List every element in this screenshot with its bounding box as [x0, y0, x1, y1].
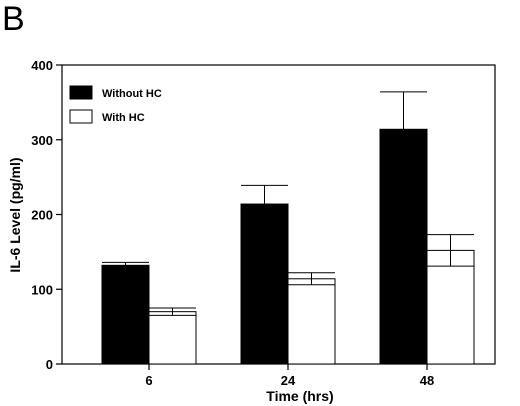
legend-swatch [69, 85, 93, 100]
bar-without-hc [379, 128, 428, 365]
legend: Without HC With HC [69, 85, 162, 124]
y-axis-title: IL-6 Level (pg/ml) [7, 157, 23, 272]
x-tick-label: 48 [420, 373, 434, 388]
legend-label: With HC [102, 112, 145, 124]
y-tick-label: 300 [31, 133, 53, 148]
bar-with-hc [426, 249, 475, 365]
legend-swatch [69, 109, 93, 124]
bars [101, 91, 475, 365]
y-tick-label: 400 [31, 58, 53, 73]
bar-with-hc [287, 278, 336, 365]
y-axis: 0 100 200 300 400 [31, 58, 62, 372]
bar-with-hc [148, 311, 197, 365]
x-axis: 6 24 48 [145, 364, 434, 388]
y-tick-label: 100 [31, 282, 53, 297]
x-axis-title: Time (hrs) [266, 388, 333, 404]
y-tick-label: 0 [46, 357, 53, 372]
bar-without-hc [240, 203, 289, 365]
bar-without-hc [101, 264, 150, 365]
legend-label: Without HC [102, 88, 162, 100]
y-tick-label: 200 [31, 208, 53, 223]
x-tick-label: 24 [281, 373, 296, 388]
x-tick-label: 6 [145, 373, 152, 388]
panel-label: B [2, 0, 25, 38]
